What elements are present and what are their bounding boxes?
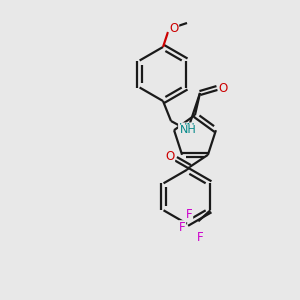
Text: O: O	[218, 82, 228, 94]
Text: NH: NH	[180, 125, 196, 135]
Text: F: F	[197, 231, 204, 244]
Text: HN: HN	[178, 123, 195, 133]
Text: F: F	[179, 221, 186, 234]
Text: O: O	[165, 150, 175, 163]
Text: O: O	[169, 22, 178, 35]
Text: F: F	[186, 208, 193, 221]
